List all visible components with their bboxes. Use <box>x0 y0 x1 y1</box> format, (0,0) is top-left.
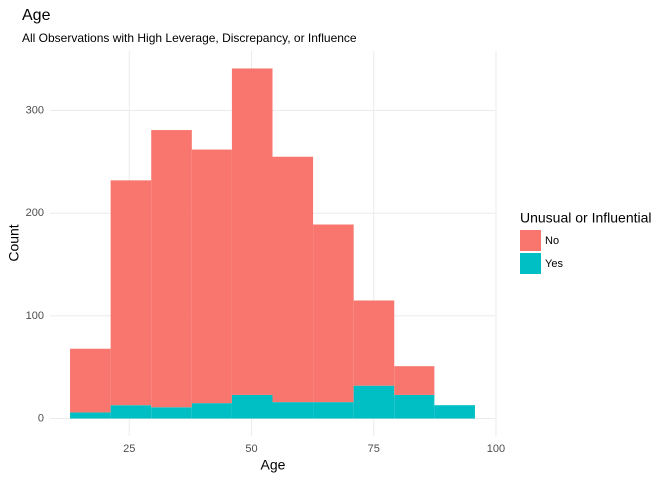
bar <box>353 300 395 386</box>
bar <box>353 385 395 419</box>
chart-subtitle: All Observations with High Leverage, Dis… <box>22 31 357 45</box>
bar <box>231 68 273 395</box>
bar <box>313 402 354 419</box>
legend-key <box>520 230 541 251</box>
y-axis-title: Count <box>6 224 22 261</box>
bar <box>313 224 354 403</box>
bar <box>151 407 192 419</box>
bar <box>110 180 152 406</box>
legend: No Yes <box>520 230 563 274</box>
legend-label: No <box>545 235 559 247</box>
x-tick-label: 100 <box>487 443 505 455</box>
x-tick-label: 50 <box>245 443 257 455</box>
legend-key <box>520 253 541 274</box>
bars <box>70 68 475 419</box>
legend-title: Unusual or Influential <box>520 210 652 226</box>
bar <box>191 149 232 404</box>
bar <box>272 156 314 403</box>
chart-title: Age <box>22 7 51 24</box>
bar <box>434 405 475 419</box>
bar <box>272 402 314 419</box>
x-axis-title: Age <box>261 457 286 473</box>
bar <box>70 348 111 413</box>
y-tick-label: 200 <box>26 207 44 219</box>
x-tick-label: 25 <box>123 443 135 455</box>
x-tick-label: 75 <box>368 443 380 455</box>
bar <box>394 394 435 419</box>
bar <box>70 412 111 419</box>
bar <box>110 405 152 419</box>
legend-label: Yes <box>545 258 563 270</box>
y-tick-label: 300 <box>26 104 44 116</box>
y-tick-label: 0 <box>38 412 44 424</box>
bar <box>151 130 192 408</box>
bar <box>231 394 273 419</box>
bar <box>191 403 232 419</box>
bar <box>394 366 435 395</box>
y-tick-label: 100 <box>26 310 44 322</box>
